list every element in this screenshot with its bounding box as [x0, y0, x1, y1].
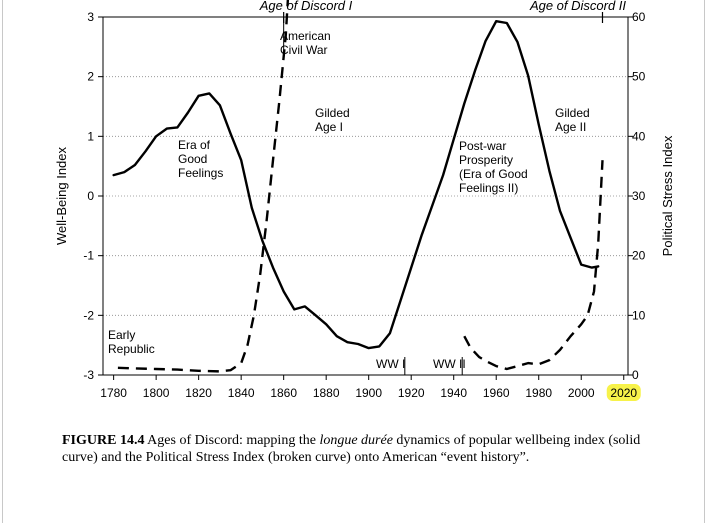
x-tick-label: 1820 [185, 386, 212, 400]
annot-good-feelings-3: Feelings [178, 166, 223, 180]
x-tick-label: 1900 [355, 386, 382, 400]
figure-caption: FIGURE 14.4 Ages of Discord: mapping the… [62, 432, 672, 466]
era-markers [283, 12, 604, 375]
caption-italic: longue durée [319, 433, 393, 448]
left-tick-label: -3 [83, 368, 94, 382]
political-stress-line [463, 160, 604, 371]
annot-early-republic-1: Early [108, 328, 135, 342]
annot-postwar-3: (Era of Good [459, 167, 528, 181]
annot-postwar-2: Prosperity [459, 153, 513, 167]
right-tick-label: 30 [632, 189, 646, 203]
era-label-2: Age of Discord II [529, 0, 626, 13]
annot-ww2: WW II [433, 357, 466, 371]
right-axis-title: Political Stress Index [660, 135, 675, 256]
left-tick-label: -1 [83, 249, 94, 263]
x-tick-label: 1800 [143, 386, 170, 400]
annot-postwar-4: Feelings II) [459, 181, 518, 195]
right-tick-label: 50 [632, 70, 646, 84]
right-axis-ticks: 60 50 40 30 20 10 0 [632, 10, 646, 382]
grid [103, 16, 628, 376]
x-tick-label: 1860 [270, 386, 297, 400]
annot-good-feelings-1: Era of [178, 138, 211, 152]
frame-border-right [704, 0, 705, 523]
frame-border-left [2, 0, 3, 523]
tick-marks [98, 16, 633, 380]
left-axis-title: Well-Being Index [54, 146, 69, 245]
x-tick-label: 1920 [398, 386, 425, 400]
right-tick-label: 20 [632, 249, 646, 263]
x-tick-label: 2000 [568, 386, 595, 400]
x-tick-label: 2020 [610, 386, 637, 400]
x-tick-label: 1880 [313, 386, 340, 400]
caption-text-2: dynamics of popular wellbeing index (sol… [62, 433, 641, 465]
right-tick-label: 10 [632, 308, 646, 322]
left-tick-label: 2 [87, 70, 94, 84]
x-tick-label: 1780 [100, 386, 127, 400]
annot-ww1: WW I [376, 357, 405, 371]
right-tick-label: 60 [632, 10, 646, 24]
annot-civil-war-2: Civil War [280, 43, 328, 57]
right-tick-label: 0 [632, 368, 639, 382]
annot-good-feelings-2: Good [178, 152, 207, 166]
annot-civil-war-1: American [280, 29, 331, 43]
x-axis-ticks: 1780 1800 1820 1840 1860 1880 1900 1920 1940 1960… [100, 384, 641, 401]
annot-gilded-2a: Gilded [555, 106, 590, 120]
x-tick-label: 1960 [483, 386, 510, 400]
left-tick-label: -2 [83, 308, 94, 322]
caption-label: FIGURE 14.4 [62, 433, 145, 448]
x-tick-label: 1940 [440, 386, 467, 400]
annot-gilded-1a: Gilded [315, 106, 350, 120]
annot-postwar-1: Post-war [459, 139, 506, 153]
x-tick-label: 1980 [525, 386, 552, 400]
highlight-marker [606, 384, 641, 401]
right-tick-label: 40 [632, 129, 646, 143]
annot-gilded-1b: Age I [315, 120, 343, 134]
left-tick-label: 1 [87, 129, 94, 143]
political-stress-line [117, 0, 290, 373]
annot-gilded-2b: Age II [555, 120, 586, 134]
annot-early-republic-2: Republic [108, 342, 155, 356]
left-tick-label: 0 [87, 189, 94, 203]
era-label-1: Age of Discord I [259, 0, 353, 13]
well-being-line [112, 20, 600, 350]
x-tick-label: 1840 [228, 386, 255, 400]
chart: 1780 1800 1820 1840 1860 1880 1900 1920 1940 1960… [54, 0, 675, 401]
left-axis-ticks: 3 2 1 0 -1 -2 -3 [83, 10, 94, 382]
caption-text-1: Ages of Discord: mapping the [144, 433, 320, 448]
series [112, 0, 604, 373]
left-tick-label: 3 [87, 10, 94, 24]
